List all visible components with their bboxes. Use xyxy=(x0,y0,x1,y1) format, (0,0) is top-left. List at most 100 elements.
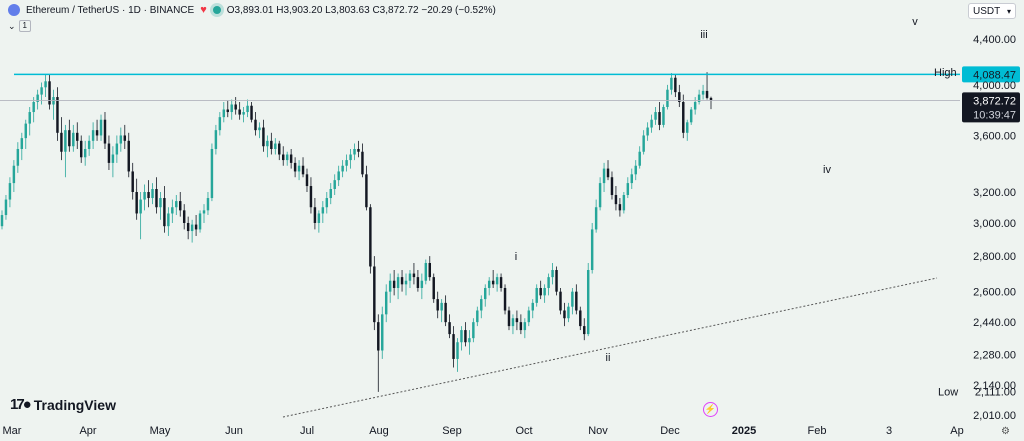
candle xyxy=(535,284,538,307)
x-tick-label: Ap xyxy=(950,425,963,437)
candle xyxy=(626,177,630,199)
candle xyxy=(432,273,435,303)
indicators-toggle[interactable]: ⌄ 1 xyxy=(8,20,31,32)
candle xyxy=(266,135,269,158)
candle xyxy=(369,204,372,274)
candle xyxy=(107,135,111,171)
candle xyxy=(658,101,661,131)
favorite-heart-icon[interactable]: ♥ xyxy=(200,4,207,16)
symbol-title[interactable]: Ethereum / TetherUS · 1D · BINANCE xyxy=(26,4,195,16)
candle xyxy=(329,183,332,205)
candle xyxy=(555,266,558,296)
candle xyxy=(194,215,198,236)
candle xyxy=(416,270,420,292)
candle xyxy=(543,284,546,303)
y-tick-label: 4,400.00 xyxy=(973,34,1016,46)
candle xyxy=(325,191,329,214)
trendline[interactable] xyxy=(282,277,938,418)
price-levels[interactable]: High4,107.804,088.473,872.7210:39:47Low2… xyxy=(0,66,1020,400)
candle xyxy=(583,318,586,341)
candle xyxy=(337,165,340,187)
candle xyxy=(519,314,523,335)
candle xyxy=(674,74,677,98)
x-tick-label: Mar xyxy=(3,425,22,437)
candle xyxy=(72,124,75,152)
candle xyxy=(95,119,99,141)
candle xyxy=(186,216,190,240)
candle xyxy=(373,256,376,331)
candle xyxy=(218,112,222,136)
candle xyxy=(484,284,487,307)
candle xyxy=(293,157,297,178)
x-tick-label: 3 xyxy=(886,425,892,437)
candle xyxy=(357,140,360,158)
candle xyxy=(143,184,146,211)
candle xyxy=(305,168,309,192)
candle xyxy=(179,191,182,217)
candle xyxy=(64,124,67,178)
candle xyxy=(79,135,83,163)
candle xyxy=(377,314,380,392)
candle xyxy=(190,219,194,243)
currency-select[interactable]: USDT ▾ xyxy=(968,3,1016,19)
candle xyxy=(575,284,578,315)
candle xyxy=(693,97,697,115)
candle xyxy=(464,322,467,347)
settings-icon[interactable]: ⚙ xyxy=(1001,426,1010,437)
y-tick-label: 3,000.00 xyxy=(973,218,1016,230)
candle xyxy=(32,97,35,123)
candle xyxy=(697,89,701,105)
y-tick-label: 2,600.00 xyxy=(973,287,1016,299)
candle xyxy=(480,295,483,319)
candle xyxy=(353,143,356,161)
candle xyxy=(630,168,634,190)
resistance-price-text: 4,088.47 xyxy=(973,69,1016,81)
candle xyxy=(448,314,451,339)
candle xyxy=(285,151,289,166)
candle xyxy=(606,160,610,181)
candle xyxy=(8,177,12,208)
candle xyxy=(638,146,641,169)
candle xyxy=(408,270,412,288)
candle xyxy=(602,162,606,192)
y-tick-label: 2,010.00 xyxy=(973,410,1016,422)
chevron-down-icon: ▾ xyxy=(1006,6,1011,16)
candle xyxy=(563,302,566,327)
candle xyxy=(670,73,673,95)
candle xyxy=(531,299,534,319)
candle xyxy=(48,74,51,110)
candle xyxy=(381,306,384,359)
resistance-price-tag[interactable] xyxy=(962,66,1020,83)
current-price-tag[interactable] xyxy=(962,92,1020,123)
y-tick-label: 2,440.00 xyxy=(973,317,1016,329)
collapse-chevron-icon[interactable]: ⌄ xyxy=(8,20,16,31)
candle xyxy=(487,277,491,296)
candle xyxy=(182,204,186,230)
candle xyxy=(262,119,265,152)
candle xyxy=(579,306,582,331)
x-tick-label: Dec xyxy=(660,425,680,437)
candle xyxy=(20,132,24,161)
support-trendline[interactable] xyxy=(282,277,938,418)
candle xyxy=(111,146,115,178)
candle xyxy=(460,326,463,351)
price-axis[interactable]: 4,400.00 4,000.00 3,600.00 3,200.00 3,000.00… xyxy=(973,34,1016,422)
candle xyxy=(254,112,257,136)
market-open-icon xyxy=(212,6,221,14)
candle xyxy=(547,273,550,296)
candle xyxy=(503,284,507,315)
candle xyxy=(686,119,689,141)
candle xyxy=(230,99,233,120)
tradingview-logo[interactable]: 17● TradingView xyxy=(10,396,116,413)
lightning-bolt-icon[interactable]: ⚡ xyxy=(703,402,718,417)
chart-header: Ethereum / TetherUS · 1D · BINANCE ♥ O3,… xyxy=(8,4,496,16)
time-axis[interactable]: Mar Apr May Jun Jul Aug Sep Oct Nov Dec 2025 Feb 3 Ap xyxy=(3,425,964,437)
candle xyxy=(396,273,400,300)
candle xyxy=(551,262,554,285)
candle xyxy=(278,140,281,161)
candle xyxy=(345,154,348,172)
candle xyxy=(242,106,245,123)
x-tick-label: Jun xyxy=(225,425,243,437)
